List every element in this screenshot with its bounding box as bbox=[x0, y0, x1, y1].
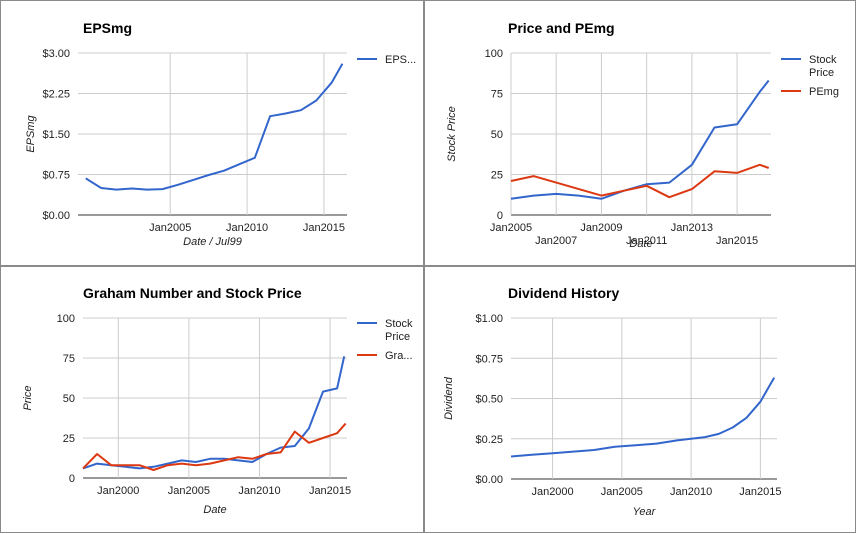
series-line-1 bbox=[82, 422, 347, 471]
chart-title: Graham Number and Stock Price bbox=[83, 285, 302, 301]
legend-label: Stock bbox=[385, 318, 413, 330]
x-tick-label: Jan2005 bbox=[490, 222, 532, 234]
y-tick-label: $0.75 bbox=[475, 353, 503, 365]
price-chart-panel: Price and PEmg 0 25 50 75 100 Jan2005 Jan2007 Ja… bbox=[424, 0, 856, 266]
y-tick-label: 100 bbox=[57, 313, 75, 325]
y-axis-label: Stock Price bbox=[446, 106, 458, 162]
legend-label: Stock bbox=[809, 54, 837, 66]
x-axis-label: Year bbox=[633, 506, 657, 518]
y-tick-label: 50 bbox=[63, 393, 75, 405]
legend-label: EPS... bbox=[385, 54, 416, 66]
x-tick-label: Jan2005 bbox=[601, 486, 643, 498]
series-line-0 bbox=[510, 377, 776, 458]
y-tick-label: $2.25 bbox=[42, 89, 70, 101]
y-tick-label: 75 bbox=[491, 89, 503, 101]
graham-chart: Graham Number and Stock Price 0 25 50 75 100 J… bbox=[22, 285, 413, 516]
x-tick-label: Jan2009 bbox=[580, 222, 622, 234]
y-tick-label: 75 bbox=[63, 353, 75, 365]
x-axis-label: Date / Jul99 bbox=[183, 236, 242, 248]
dividend-chart: Dividend History $0.00 $0.25 $0.50 $0.75 $1.0… bbox=[443, 285, 781, 518]
eps-chart-panel: EPSmg $0.00 $0.75 $1.50 $2.25 $3.00 Jan2005 Jan… bbox=[0, 0, 424, 266]
x-tick-label: Jan2015 bbox=[309, 485, 351, 497]
chart-title: Price and PEmg bbox=[508, 20, 615, 36]
y-tick-label: 25 bbox=[491, 170, 503, 182]
eps-chart: EPSmg $0.00 $0.75 $1.50 $2.25 $3.00 Jan2005 Jan… bbox=[25, 20, 416, 248]
series-line-1 bbox=[510, 163, 770, 199]
x-tick-label: Jan2013 bbox=[671, 222, 713, 234]
x-tick-label: Jan2015 bbox=[716, 235, 758, 247]
x-tick-label: Jan2000 bbox=[531, 486, 573, 498]
y-tick-label: $0.75 bbox=[42, 170, 70, 182]
chart-title: Dividend History bbox=[508, 285, 619, 301]
y-tick-label: 0 bbox=[69, 473, 75, 485]
y-tick-label: $0.00 bbox=[42, 210, 70, 222]
legend-label: Price bbox=[385, 331, 410, 343]
y-axis-label: EPSmg bbox=[25, 114, 37, 152]
x-tick-label: Jan2015 bbox=[739, 486, 781, 498]
x-axis-label: Date bbox=[203, 504, 226, 516]
x-tick-label: Jan2011 bbox=[626, 235, 667, 247]
chart-title: EPSmg bbox=[83, 20, 132, 36]
x-tick-label: Jan2000 bbox=[97, 485, 139, 497]
y-tick-label: $0.00 bbox=[475, 474, 503, 486]
series-line-0 bbox=[510, 79, 770, 200]
y-tick-label: $0.50 bbox=[475, 394, 503, 406]
x-axis-label: Date bbox=[629, 238, 652, 250]
y-tick-label: 100 bbox=[485, 48, 503, 60]
legend-label: Gra... bbox=[385, 350, 413, 362]
y-tick-label: 50 bbox=[491, 129, 503, 141]
y-tick-label: 0 bbox=[497, 210, 503, 222]
y-tick-label: $1.50 bbox=[42, 129, 70, 141]
x-tick-label: Jan2007 bbox=[535, 235, 577, 247]
graham-chart-panel: Graham Number and Stock Price 0 25 50 75 100 J… bbox=[0, 266, 424, 533]
x-tick-label: Jan2010 bbox=[238, 485, 280, 497]
dividend-chart-panel: Dividend History $0.00 $0.25 $0.50 $0.75 $1.0… bbox=[424, 266, 856, 533]
y-axis-label: Dividend bbox=[443, 376, 455, 420]
series-line-0 bbox=[85, 63, 344, 191]
y-axis-label: Price bbox=[22, 385, 34, 410]
x-tick-label: Jan2010 bbox=[226, 222, 268, 234]
x-tick-label: Jan2005 bbox=[149, 222, 191, 234]
legend-label: PEmg bbox=[809, 86, 839, 98]
y-tick-label: $0.25 bbox=[475, 434, 503, 446]
y-tick-label: 25 bbox=[63, 433, 75, 445]
x-tick-label: Jan2005 bbox=[168, 485, 210, 497]
x-tick-label: Jan2015 bbox=[303, 222, 345, 234]
legend-label: Price bbox=[809, 67, 834, 79]
price-chart: Price and PEmg0255075100Jan2005Jan2007Ja… bbox=[446, 20, 839, 250]
y-tick-label: $3.00 bbox=[42, 48, 70, 60]
y-tick-label: $1.00 bbox=[475, 313, 503, 325]
series-line-0 bbox=[82, 356, 346, 470]
x-tick-label: Jan2010 bbox=[670, 486, 712, 498]
